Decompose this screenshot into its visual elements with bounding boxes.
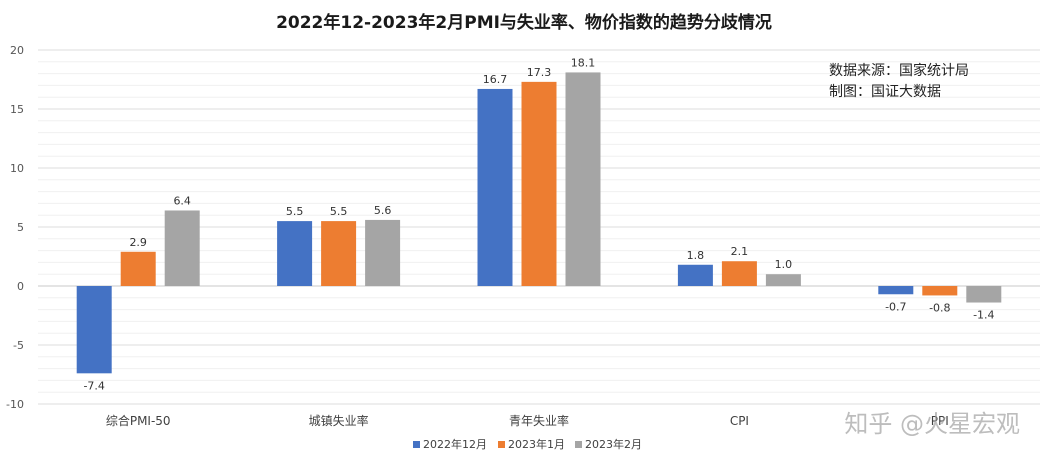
bar bbox=[721, 261, 757, 286]
x-category-label: 青年失业率 bbox=[509, 413, 569, 428]
legend-label: 2023年1月 bbox=[508, 437, 565, 451]
data-label: 1.8 bbox=[687, 249, 705, 262]
y-tick-label: -5 bbox=[13, 339, 24, 352]
y-tick-label: 15 bbox=[10, 103, 24, 116]
x-axis: 综合PMI-50 城镇失业率 青年失业率 CPI PPI bbox=[106, 413, 949, 428]
source-note: 数据来源：国家统计局 bbox=[829, 62, 969, 79]
x-category-label: 综合PMI-50 bbox=[106, 413, 171, 428]
bar bbox=[477, 88, 513, 286]
bar bbox=[565, 72, 601, 286]
data-label: 2.1 bbox=[731, 245, 749, 258]
chart-title: 2022年12-2023年2月PMI与失业率、物价指数的趋势分歧情况 bbox=[276, 12, 772, 33]
data-labels: -7.4 2.9 6.4 5.5 5.5 5.6 16.7 17.3 18.1 1.8 2.1 1.0… bbox=[83, 56, 994, 392]
watermark: 知乎 @火星宏观 bbox=[844, 410, 1020, 438]
data-label: 18.1 bbox=[571, 56, 596, 69]
bar bbox=[321, 221, 357, 286]
data-label: 17.3 bbox=[527, 66, 552, 79]
bar bbox=[966, 286, 1002, 303]
x-category-label: 城镇失业率 bbox=[309, 413, 369, 428]
bar bbox=[521, 81, 557, 286]
bar bbox=[277, 221, 313, 286]
legend: 2022年12月 2023年1月 2023年2月 bbox=[413, 437, 642, 451]
data-label: 16.7 bbox=[483, 73, 508, 86]
y-tick-label: 5 bbox=[17, 221, 24, 234]
y-tick-label: 20 bbox=[10, 44, 24, 57]
bar bbox=[878, 286, 914, 295]
data-label: -7.4 bbox=[83, 379, 104, 392]
bar bbox=[365, 219, 401, 286]
data-label: -0.8 bbox=[929, 301, 950, 314]
data-label: 5.5 bbox=[330, 205, 348, 218]
data-label: 5.6 bbox=[374, 204, 392, 217]
data-label: -0.7 bbox=[885, 300, 906, 313]
data-label: 5.5 bbox=[286, 205, 304, 218]
data-label: 2.9 bbox=[129, 236, 147, 249]
legend-swatch bbox=[575, 441, 582, 448]
bar bbox=[922, 286, 958, 296]
data-label: 1.0 bbox=[775, 258, 793, 271]
bar bbox=[677, 264, 713, 286]
y-axis: -10 -5 0 5 10 15 20 bbox=[6, 44, 24, 411]
x-category-label: PPI bbox=[931, 414, 949, 428]
bar bbox=[765, 274, 801, 286]
legend-swatch bbox=[498, 441, 505, 448]
y-tick-label: 0 bbox=[17, 280, 24, 293]
x-category-label: CPI bbox=[730, 414, 749, 428]
y-tick-label: 10 bbox=[10, 162, 24, 175]
legend-swatch bbox=[413, 441, 420, 448]
bar bbox=[120, 251, 156, 286]
author-note: 制图：国证大数据 bbox=[829, 84, 941, 100]
legend-label: 2022年12月 bbox=[423, 437, 487, 451]
bar bbox=[76, 286, 112, 374]
y-tick-label: -10 bbox=[6, 398, 24, 411]
data-label: -1.4 bbox=[973, 309, 994, 322]
bars bbox=[76, 72, 1002, 374]
data-label: 6.4 bbox=[173, 194, 191, 207]
bar bbox=[164, 210, 200, 286]
legend-label: 2023年2月 bbox=[585, 437, 642, 451]
